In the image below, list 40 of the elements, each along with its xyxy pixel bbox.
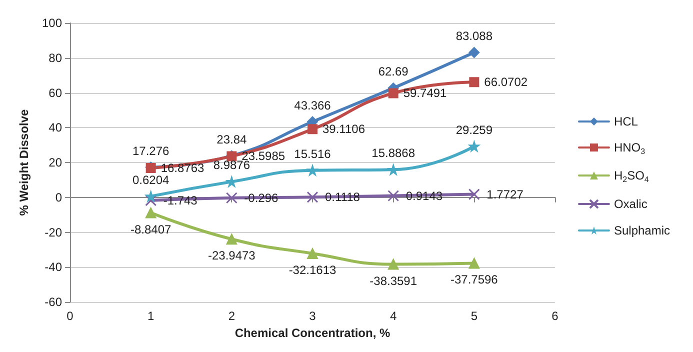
y-tick-label: -60 xyxy=(44,295,62,309)
x-tick-label: 0 xyxy=(66,309,74,323)
y-tick-label: 100 xyxy=(42,16,62,30)
x-tick-label: 5 xyxy=(470,309,478,323)
data-label: 43.366 xyxy=(294,98,332,112)
x-tick-label: 4 xyxy=(390,309,397,323)
x-tick-label: 6 xyxy=(552,309,559,323)
y-tick-label: -40 xyxy=(44,260,62,274)
legend-label: Oxalic xyxy=(614,197,648,211)
data-label: -8.8407 xyxy=(130,222,172,236)
data-label: -32.1613 xyxy=(288,262,337,277)
y-tick-label: 20 xyxy=(48,156,62,170)
data-label: 15.516 xyxy=(294,146,332,161)
y-tick-label: 80 xyxy=(48,50,62,65)
data-label: -38.3591 xyxy=(370,274,418,288)
data-label: 62.69 xyxy=(378,64,409,79)
y-tick-label: 60 xyxy=(48,86,62,100)
legend-label: HCL xyxy=(614,114,638,128)
data-label: -37.7596 xyxy=(450,272,498,287)
data-label: 17.276 xyxy=(132,144,170,158)
data-label: 29.259 xyxy=(456,122,493,137)
data-label: -23.9473 xyxy=(208,248,256,263)
x-tick-label: 3 xyxy=(309,309,316,323)
y-tick-label: 40 xyxy=(48,120,62,135)
data-label: 0.1118 xyxy=(325,190,360,204)
legend-label: Sulphamic xyxy=(614,224,670,238)
x-axis-title: Chemical Concentration, % xyxy=(234,326,391,340)
data-label: 59.7491 xyxy=(403,86,448,100)
y-tick-label: 0 xyxy=(55,190,62,204)
y-tick-label: -20 xyxy=(44,225,62,240)
x-tick-label: 2 xyxy=(228,309,236,323)
data-label: 66.0702 xyxy=(484,75,528,90)
data-label: 23.84 xyxy=(216,132,248,146)
data-label: 15.8868 xyxy=(372,146,416,160)
x-tick-label: 1 xyxy=(147,309,154,323)
data-label: 1.7727 xyxy=(486,187,524,202)
data-label: 83.088 xyxy=(456,28,493,43)
data-label: 0.6204 xyxy=(132,172,170,187)
y-axis-title: % Weight Dissolve xyxy=(17,108,31,216)
data-label: 39.1106 xyxy=(322,122,366,136)
